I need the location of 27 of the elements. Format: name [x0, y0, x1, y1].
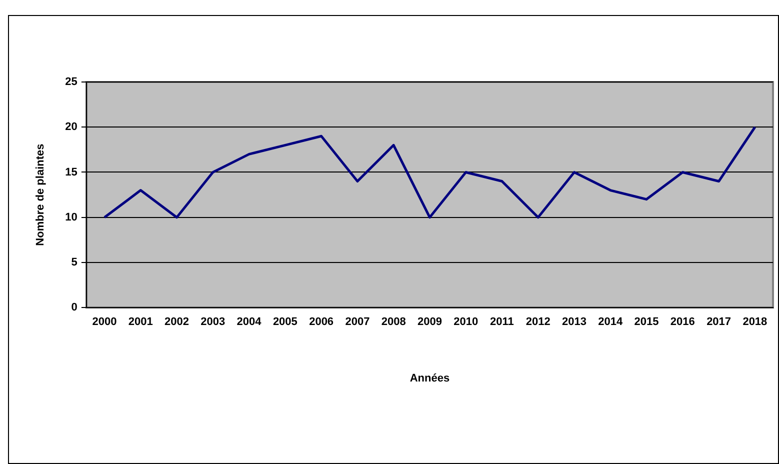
- x-tick-label: 2005: [272, 316, 298, 328]
- y-tick-label: 25: [65, 76, 78, 88]
- x-tick-label: 2003: [200, 316, 226, 328]
- x-tick-label: 2017: [706, 316, 732, 328]
- y-tick-label: 0: [71, 302, 78, 314]
- x-tick-label: 2001: [128, 316, 153, 328]
- x-tick-label: 2006: [309, 316, 334, 328]
- x-tick-label: 2008: [381, 316, 406, 328]
- x-tick-label: 2013: [562, 316, 586, 328]
- y-tick-label: 15: [65, 166, 78, 178]
- y-tick-label: 10: [65, 211, 78, 224]
- x-tick-label: 2011: [490, 316, 514, 328]
- x-tick-label: 2002: [164, 316, 190, 328]
- y-axis-title: Nombre de plaintes: [34, 144, 47, 246]
- y-tick-label: 5: [71, 256, 78, 269]
- x-tick-label: 2007: [345, 316, 370, 328]
- x-tick-label: 2016: [670, 316, 695, 328]
- x-tick-label: 2009: [417, 316, 442, 328]
- x-axis-title: Années: [410, 372, 450, 384]
- x-tick-label: 2010: [454, 316, 478, 328]
- x-tick-label: 2000: [92, 316, 117, 328]
- x-tick-label: 2015: [634, 316, 659, 328]
- x-tick-label: 2018: [742, 316, 768, 328]
- x-tick-label: 2004: [236, 316, 262, 328]
- y-tick-label: 20: [65, 121, 78, 134]
- x-tick-label: 2014: [598, 316, 624, 328]
- x-tick-label: 2012: [526, 316, 550, 328]
